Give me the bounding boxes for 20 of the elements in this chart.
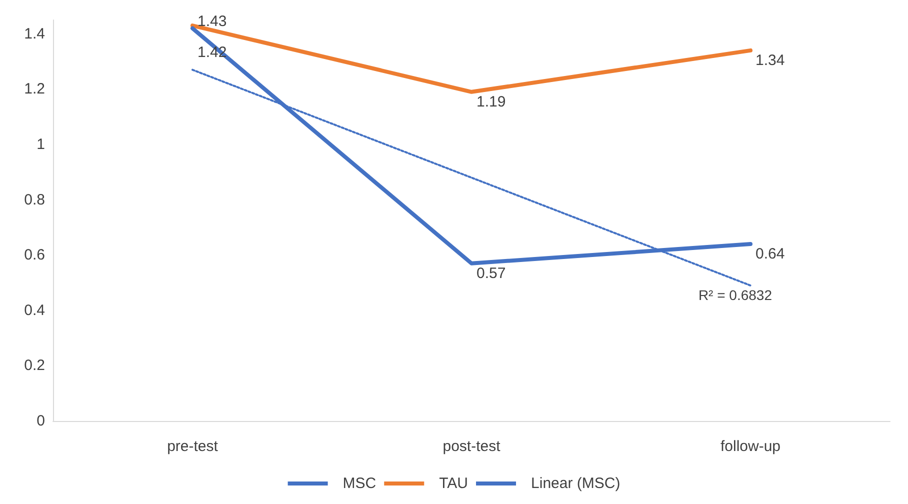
legend-label: MSC — [342, 475, 376, 492]
y-tick-label: 0 — [36, 412, 45, 430]
x-tick-label: post-test — [442, 438, 502, 455]
legend-label: Linear (MSC) — [531, 475, 620, 492]
y-tick-label: 0.4 — [24, 302, 45, 319]
y-tick-label: 1 — [36, 136, 45, 153]
y-tick-label: 0.6 — [24, 246, 45, 264]
annotation: R² = 0.6832 — [698, 287, 772, 303]
data-label: 1.34 — [756, 52, 785, 69]
data-label: 1.19 — [476, 93, 506, 110]
y-tick-label: 0.8 — [24, 191, 45, 208]
data-label: 0.57 — [476, 264, 506, 282]
data-label: 0.64 — [756, 246, 785, 263]
data-label: 1.43 — [198, 13, 227, 30]
legend-label: TAU — [439, 475, 468, 492]
y-tick-label: 0.2 — [24, 357, 45, 374]
x-tick-label: follow-up — [720, 438, 781, 455]
y-tick-label: 1.2 — [24, 80, 45, 98]
x-tick-label: pre-test — [167, 438, 219, 455]
y-tick-label: 1.4 — [24, 25, 45, 42]
